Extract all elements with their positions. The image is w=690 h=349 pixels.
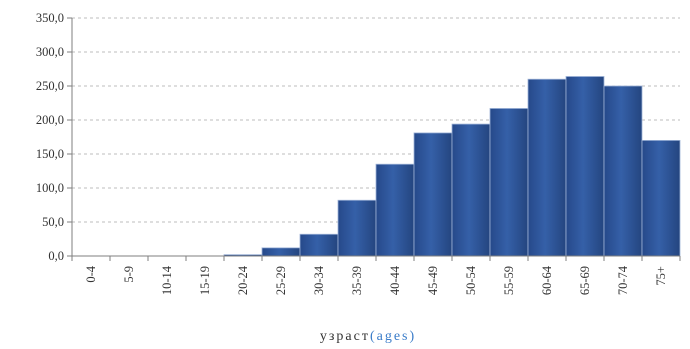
x-tick-label: 30-34 [312,265,326,295]
y-tick-label: 200,0 [36,113,64,127]
bar-25-29 [261,247,301,257]
x-tick-label: 60-64 [540,265,554,295]
bar-30-34 [299,233,339,257]
x-tick-label: 65-69 [578,266,592,295]
bar-70-74 [603,85,643,257]
x-tick-label: 55-59 [502,266,516,295]
x-axis-ticks: 0-4 5-9 10-14 15-19 20-24 25-29 30-34 35-39 40-4… [84,265,668,295]
x-axis-title-paren: (ages) [370,329,416,344]
x-axis-title-main: узраст [320,329,370,344]
axes [71,18,681,261]
y-tick-label: 100,0 [36,181,64,195]
x-tick-label: 40-44 [388,265,402,295]
x-tick-label: 45-49 [426,266,440,295]
x-tick-label: 5-9 [122,266,136,283]
y-axis-ticks: 0,0 50,0 100,0 150,0 200,0 250,0 300,0 350,0 [36,11,72,263]
y-tick-label: 50,0 [42,215,64,229]
x-tick-label: 75+ [654,266,668,286]
y-tick-label: 300,0 [36,45,64,59]
x-tick-label: 25-29 [274,266,288,295]
y-tick-label: 350,0 [36,11,64,25]
x-tick-label: 0-4 [84,265,98,282]
x-tick-label: 20-24 [236,265,250,295]
bar-75+ [641,139,681,257]
x-tick-label: 15-19 [198,266,212,295]
x-tick-label: 50-54 [464,265,478,295]
bar-35-39 [337,199,377,257]
y-tick-label: 150,0 [36,147,64,161]
bars [223,76,681,257]
x-tick-label: 10-14 [160,265,174,295]
x-tick-label: 70-74 [616,265,630,295]
x-tick-label: 35-39 [350,266,364,295]
bar-40-44 [375,163,415,257]
bar-50-54 [451,123,491,257]
bar-45-49 [413,132,453,257]
x-axis-title: узраст(ages) [320,329,416,344]
y-tick-label: 250,0 [36,79,64,93]
y-tick-label: 0,0 [48,249,64,263]
bar-60-64 [527,78,567,257]
bar-55-59 [489,108,529,257]
bar-65-69 [565,76,605,257]
